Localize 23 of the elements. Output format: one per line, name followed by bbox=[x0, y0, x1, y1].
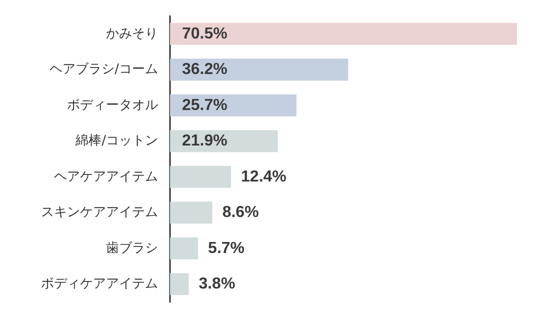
bar bbox=[170, 22, 517, 45]
y-tick-label: ボディータオル bbox=[67, 98, 158, 113]
y-tick-label: ヘアケアアイテム bbox=[54, 169, 158, 184]
bar bbox=[170, 237, 198, 260]
data-label: 70.5% bbox=[182, 25, 228, 42]
data-label: 36.2% bbox=[182, 61, 228, 78]
bar bbox=[170, 273, 189, 296]
data-label: 8.6% bbox=[222, 204, 259, 222]
data-label: 21.9% bbox=[182, 132, 228, 150]
y-tick-label: スキンケアアイテム bbox=[41, 205, 158, 220]
y-tick-label: かみそり bbox=[106, 26, 158, 42]
data-label: 25.7% bbox=[182, 96, 228, 114]
bar bbox=[170, 94, 296, 116]
data-label: 5.7% bbox=[208, 240, 245, 257]
bar bbox=[170, 166, 232, 188]
data-label: 3.8% bbox=[198, 276, 236, 293]
bar bbox=[170, 58, 348, 81]
y-tick-label: ボディケアアイテム bbox=[41, 276, 158, 292]
y-tick-label: ヘアブラシ/コーム bbox=[50, 62, 158, 78]
y-tick-label: 歯ブラシ bbox=[106, 240, 158, 256]
data-label: 12.4% bbox=[241, 168, 286, 186]
bar bbox=[170, 202, 212, 224]
y-tick-label: 綿棒/コットン bbox=[74, 134, 158, 149]
